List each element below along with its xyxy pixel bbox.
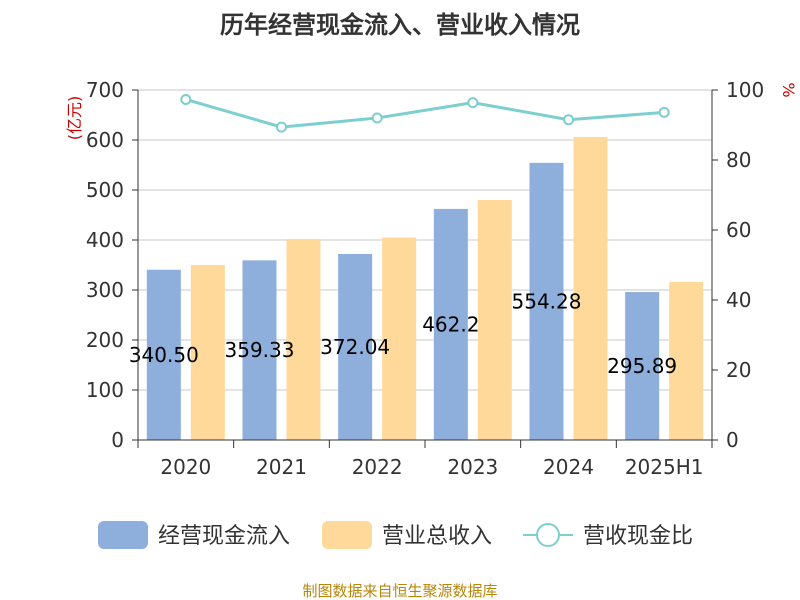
left-tick-label: 500	[86, 178, 124, 202]
bar	[338, 253, 373, 440]
bar	[190, 265, 225, 440]
bar	[146, 269, 181, 440]
ratio-line-path	[185, 98, 665, 129]
left-tick-label: 400	[86, 228, 124, 252]
bar	[242, 260, 277, 440]
ratio-point	[563, 114, 574, 126]
left-tick-label: 0	[111, 428, 124, 452]
x-tick-label: 2022	[352, 455, 403, 479]
left-tick-label: 100	[86, 378, 124, 402]
legend: 经营现金流入 营业总收入 营收现金比	[98, 521, 693, 549]
data-labels: 340.50 359.33 372.04 462.2 554.28 295.89	[129, 289, 677, 378]
ratio-point	[467, 97, 479, 109]
left-tick-label: 300	[86, 278, 124, 302]
right-tick-label: 40	[726, 288, 751, 312]
right-tick-label: 100	[726, 78, 764, 102]
bar	[625, 292, 660, 440]
bar	[433, 208, 468, 440]
legend-label: 经营现金流入	[158, 524, 290, 549]
data-label: 340.50	[129, 343, 199, 367]
bar	[573, 137, 608, 440]
left-tick-label: 200	[86, 328, 124, 352]
data-label: 372.04	[320, 335, 390, 359]
ratio-point	[276, 121, 287, 133]
ratio-line	[180, 93, 670, 133]
data-label: 462.2	[422, 312, 479, 336]
x-tick-label: 2025H1	[625, 455, 704, 479]
x-tick-label: 2020	[160, 455, 211, 479]
ratio-point	[180, 93, 192, 105]
right-tick-label: 20	[726, 358, 751, 382]
axes: 0 100 200 300 400 500 600 700 0 20 40 60 80 100 2020 20…	[86, 78, 764, 479]
right-axis-unit: %	[779, 82, 798, 97]
bar	[669, 282, 704, 440]
right-tick-label: 80	[726, 148, 751, 172]
ratio-point	[658, 106, 670, 118]
legend-swatch	[322, 521, 372, 549]
bars	[146, 137, 704, 441]
bar	[286, 239, 321, 440]
right-tick-label: 60	[726, 218, 751, 242]
left-tick-label: 600	[86, 128, 124, 152]
bar	[529, 162, 564, 441]
legend-label: 营收现金比	[583, 524, 693, 549]
bar	[382, 237, 417, 440]
chart-title: 历年经营现金流入、营业收入情况	[220, 11, 580, 39]
data-label: 554.28	[512, 289, 582, 313]
bar	[477, 200, 512, 440]
x-tick-label: 2023	[447, 455, 498, 479]
source-note: 制图数据来自恒生聚源数据库	[302, 582, 497, 600]
legend-label: 营业总收入	[382, 524, 492, 549]
data-label: 295.89	[607, 354, 677, 378]
x-tick-label: 2024	[543, 455, 594, 479]
ratio-point	[371, 112, 383, 124]
legend-swatch	[98, 521, 148, 549]
grid	[138, 89, 712, 391]
left-tick-label: 700	[86, 78, 124, 102]
data-label: 359.33	[225, 338, 295, 362]
left-axis-unit: (亿元)	[65, 96, 84, 141]
right-tick-label: 0	[726, 428, 739, 452]
x-tick-label: 2021	[256, 455, 307, 479]
legend-marker	[536, 523, 560, 547]
